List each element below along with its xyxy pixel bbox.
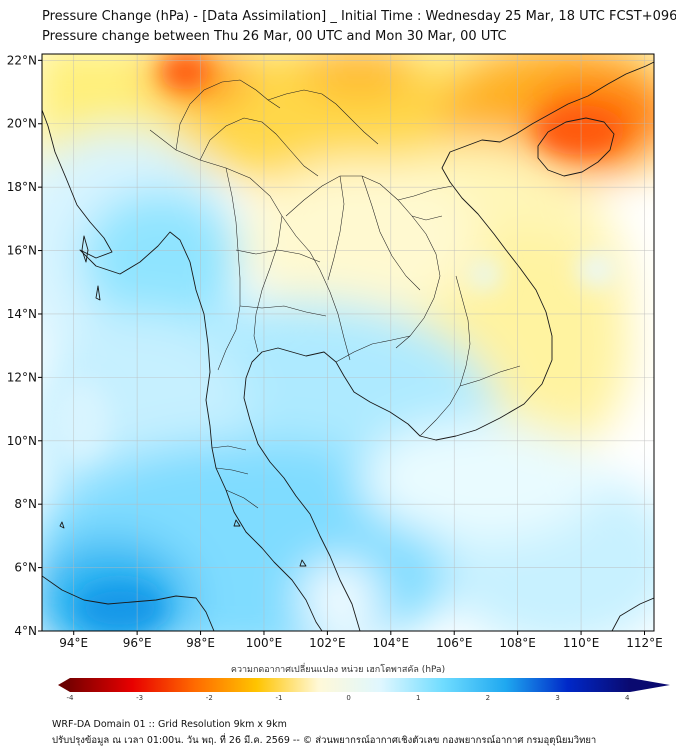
lon-tick-label: 100°E bbox=[246, 636, 283, 650]
lat-tick-label: 16°N bbox=[7, 244, 37, 258]
longitude-labels: 94°E 96°E 98°E 100°E 102°E 104°E 106°E 108°E 110… bbox=[59, 636, 662, 650]
axis-ticks bbox=[38, 59, 645, 635]
lon-tick-label: 96°E bbox=[123, 636, 152, 650]
colorbar-max-arrow bbox=[630, 678, 670, 692]
lat-tick-label: 10°N bbox=[7, 434, 37, 448]
pressure-field bbox=[42, 54, 654, 631]
colorbar-tick-label: 4 bbox=[625, 694, 630, 702]
colorbar-tick-label: -3 bbox=[136, 694, 143, 702]
colorbar-tick-label: 3 bbox=[555, 694, 559, 702]
colorbar-tick-label: 2 bbox=[486, 694, 490, 702]
colorbar-tick-label: -2 bbox=[206, 694, 213, 702]
latitude-labels: 4°N 6°N 8°N 10°N 12°N 14°N 16°N 18°N 20°N 22°N bbox=[7, 53, 37, 638]
lon-tick-label: 108°E bbox=[499, 636, 536, 650]
map-subtitle: Pressure change between Thu 26 Mar, 00 U… bbox=[42, 29, 507, 44]
colorbar-tick-labels: -4 -3 -2 -1 0 1 2 3 4 bbox=[67, 694, 630, 702]
map-frame bbox=[41, 53, 655, 632]
graticule bbox=[42, 54, 654, 631]
lon-tick-label: 106°E bbox=[436, 636, 473, 650]
colorbar-title: ความกดอากาศเปลี่ยนแปลง หน่วย เฮกโตพาสคัล… bbox=[230, 665, 446, 675]
colorbar-gradient bbox=[70, 678, 630, 692]
coastlines bbox=[42, 61, 654, 631]
colorbar-tick-label: -1 bbox=[275, 694, 282, 702]
colorbar-min-arrow bbox=[58, 678, 70, 692]
lon-tick-label: 98°E bbox=[186, 636, 215, 650]
lat-tick-label: 18°N bbox=[7, 180, 37, 194]
lat-tick-label: 20°N bbox=[7, 117, 37, 131]
lon-tick-label: 94°E bbox=[59, 636, 88, 650]
admin-borders bbox=[149, 79, 521, 509]
colorbar-tick-label: -4 bbox=[67, 694, 75, 702]
footer-update-info: ปรับปรุงข้อมูล ณ เวลา 01:00น. วัน พฤ. ที… bbox=[52, 735, 597, 746]
lon-tick-label: 110°E bbox=[563, 636, 600, 650]
map-title: Pressure Change (hPa) - [Data Assimilati… bbox=[42, 9, 676, 24]
lon-tick-label: 112°E bbox=[626, 636, 663, 650]
colorbar-tick-label: 1 bbox=[416, 694, 420, 702]
lat-tick-label: 12°N bbox=[7, 370, 37, 384]
lat-tick-label: 4°N bbox=[14, 624, 37, 638]
lon-tick-label: 102°E bbox=[309, 636, 346, 650]
footer-model-info: WRF-DA Domain 01 :: Grid Resolution 9km … bbox=[52, 719, 287, 730]
lat-tick-label: 8°N bbox=[14, 497, 37, 511]
colorbar-tick-label: 0 bbox=[346, 694, 350, 702]
lat-tick-label: 14°N bbox=[7, 307, 37, 321]
colorbar: -4 -3 -2 -1 0 1 2 3 4 bbox=[58, 678, 670, 702]
lon-tick-label: 104°E bbox=[373, 636, 410, 650]
lat-tick-label: 6°N bbox=[14, 561, 37, 575]
lat-tick-label: 22°N bbox=[7, 53, 37, 67]
